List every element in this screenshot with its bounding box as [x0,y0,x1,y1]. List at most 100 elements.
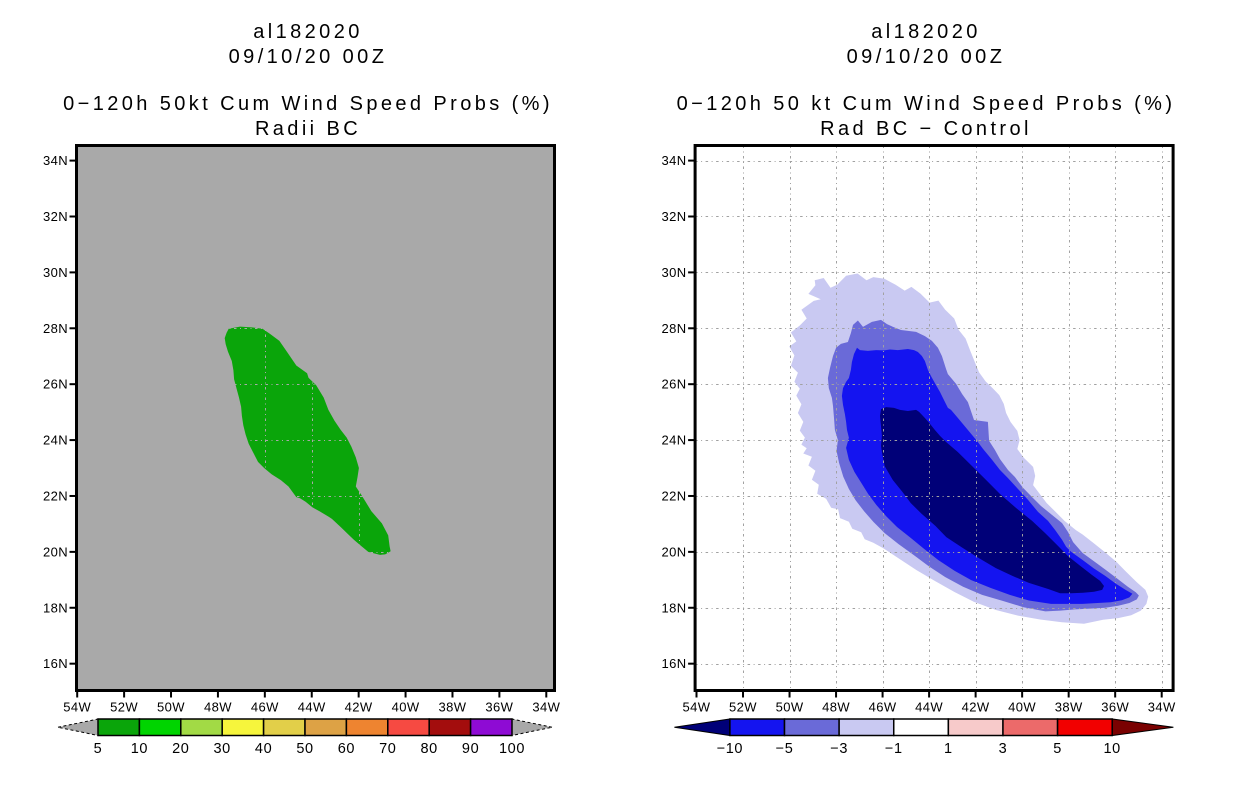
y-tick-label: 24N [43,433,68,448]
gridlines [695,145,1174,691]
y-tick-label: 24N [662,433,687,448]
x-tick-label: 38W [439,700,467,715]
y-tick-label: 32N [43,209,68,224]
y-tick-label: 34N [43,153,68,168]
panel-right-storm-id: al182020 [871,21,981,43]
colorbar-tick-label: −5 [776,741,794,757]
x-tick-label: 42W [345,700,373,715]
y-tick-label: 18N [662,600,687,615]
x-tick-label: 42W [962,700,990,715]
x-tick-label: 54W [63,700,91,715]
colorbar-tick-label: 5 [94,741,103,757]
y-tick-label: 18N [43,600,68,615]
map-frame [75,144,556,692]
contour-diff-minus10 [880,407,1104,594]
y-tick-label: 28N [43,321,68,336]
y-tick-label: 20N [662,544,687,559]
colorbar-tick-label: −3 [830,741,848,757]
colorbar-cell [1056,718,1113,737]
x-tick-label: 48W [822,700,850,715]
colorbar-cell [428,718,472,737]
colorbar-cell [729,718,786,737]
x-tick-label: 48W [204,700,232,715]
colorbar-cell [304,718,348,737]
contour-shading [789,273,1149,624]
colorbar-right-arrow [511,718,553,737]
colorbar: 5 10 20 30 40 50 60 70 80 90 100 [57,718,553,757]
colorbar-cell [97,718,141,737]
colorbar-cell [345,718,389,737]
panel-left-init-time: 09/10/20 00Z [229,46,388,68]
colorbar-tick-label: 50 [296,741,313,757]
colorbar-tick-label: 30 [214,741,231,757]
colorbar-tick-label: 10 [1104,741,1121,757]
panel-left-storm-id: al182020 [253,21,363,43]
panel-right-init-time: 09/10/20 00Z [847,46,1006,68]
colorbar-tick-label: 90 [462,741,479,757]
colorbar-right-arrow [1111,718,1174,737]
colorbar-cell [221,718,265,737]
colorbar-tick-label: 100 [499,741,525,757]
x-tick-label: 50W [776,700,804,715]
colorbar: −10 −5 −3 −1 1 3 5 10 [674,718,1174,757]
colorbar-tick-label: −1 [885,741,903,757]
colorbar-cell [947,718,1004,737]
panel-right: al182020 09/10/20 00Z 0−120h 50 kt Cum Win… [662,21,1176,757]
panel-right-subtitle: 0−120h 50 kt Cum Wind Speed Probs (%) [677,93,1176,115]
y-tick-label: 22N [43,488,68,503]
x-tick-label: 46W [251,700,279,715]
x-tick-label: 44W [298,700,326,715]
colorbar-left-arrow [57,718,99,737]
y-tick-label: 22N [662,488,687,503]
panel-right-experiment-label: Rad BC − Control [820,118,1032,140]
colorbar-tick-label: 20 [172,741,189,757]
y-tick-label: 28N [662,321,687,336]
y-tick-label: 16N [43,656,68,671]
x-tick-label: 38W [1055,700,1083,715]
x-tick-label: 52W [729,700,757,715]
y-tick-label: 16N [662,656,687,671]
y-tick-label: 26N [662,377,687,392]
colorbar-cell [1002,718,1059,737]
colorbar-tick-label: 5 [1053,741,1062,757]
colorbar-tick-label: −10 [717,741,743,757]
x-tick-label: 36W [485,700,513,715]
x-tick-label: 36W [1101,700,1129,715]
panel-left-experiment-label: Radii BC [255,118,361,140]
colorbar-cell [469,718,513,737]
panel-left: al182020 09/10/20 00Z 0−120h 50kt Cum Wind… [43,21,560,757]
colorbar-cell [138,718,182,737]
x-tick-label: 52W [110,700,138,715]
x-tick-label: 40W [392,700,420,715]
y-tick-label: 30N [43,265,68,280]
gridlines [76,145,555,691]
colorbar-cell [892,718,950,737]
x-tick-label: 34W [1148,700,1176,715]
colorbar-tick-label: 80 [421,741,438,757]
colorbar-cell [180,718,223,737]
y-tick-label: 30N [662,265,687,280]
colorbar-cell [783,718,840,737]
colorbar-tick-label: 10 [131,741,148,757]
x-tick-label: 44W [915,700,943,715]
colorbar-cell [838,718,895,737]
x-tick-label: 46W [869,700,897,715]
x-tick-label: 34W [532,700,560,715]
panel-left-subtitle: 0−120h 50kt Cum Wind Speed Probs (%) [63,93,553,115]
y-tick-label: 34N [662,153,687,168]
colorbar-tick-label: 40 [255,741,272,757]
map-frame [693,144,1175,692]
y-tick-label: 26N [43,377,68,392]
colorbar-tick-label: 70 [379,741,396,757]
x-tick-label: 40W [1008,700,1036,715]
colorbar-tick-label: 3 [999,741,1008,757]
colorbar-tick-label: 1 [944,741,953,757]
colorbar-tick-label: 60 [338,741,355,757]
colorbar-left-arrow [674,718,731,737]
colorbar-cell [387,718,430,737]
y-tick-label: 32N [662,209,687,224]
x-tick-label: 54W [683,700,711,715]
colorbar-cell [262,718,306,737]
